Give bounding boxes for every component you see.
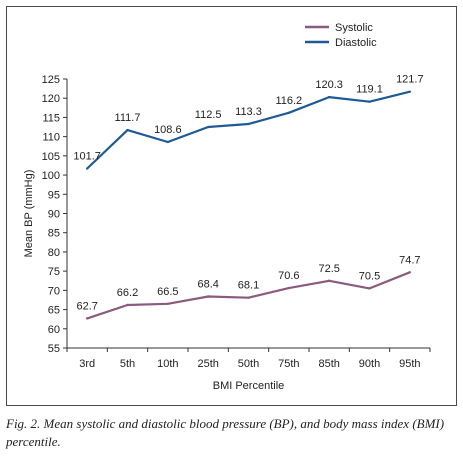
- diastolic-data-point: [86, 167, 88, 169]
- diastolic-data-point: [126, 129, 128, 131]
- legend-systolic-label: Systolic: [335, 22, 373, 34]
- y-tick-label: 125: [42, 74, 60, 86]
- diastolic-data-label: 113.3: [235, 106, 262, 118]
- systolic-data-point: [409, 271, 411, 273]
- diastolic-data-point: [328, 96, 330, 98]
- diastolic-data-label: 120.3: [315, 79, 343, 91]
- x-tick-label: 10th: [157, 358, 178, 370]
- legend-diastolic-label: Diastolic: [335, 37, 377, 49]
- figure-caption: Fig. 2. Mean systolic and diastolic bloo…: [6, 415, 457, 451]
- diastolic-data-point: [167, 141, 169, 143]
- y-tick-label: 95: [48, 189, 60, 201]
- diastolic-data-point: [368, 100, 370, 102]
- systolic-data-point: [126, 304, 128, 306]
- diastolic-data-label: 116.2: [275, 95, 302, 107]
- diastolic-data-label: 112.5: [195, 109, 222, 121]
- y-tick-label: 75: [48, 266, 60, 278]
- systolic-data-point: [86, 317, 88, 319]
- systolic-data-point: [247, 296, 249, 298]
- x-axis-title: BMI Percentile: [213, 380, 285, 392]
- x-tick-label: 3rd: [79, 358, 95, 370]
- diastolic-data-label: 121.7: [396, 74, 424, 86]
- x-tick-label: 85th: [318, 358, 339, 370]
- y-tick-label: 65: [48, 305, 60, 317]
- diastolic-series-line: [87, 92, 410, 169]
- y-axis-title: Mean BP (mmHg): [23, 170, 35, 258]
- diastolic-data-label: 108.6: [154, 124, 182, 136]
- y-tick-label: 90: [48, 209, 60, 221]
- systolic-data-point: [368, 287, 370, 289]
- diastolic-data-point: [207, 126, 209, 128]
- diastolic-data-label: 101.7: [73, 151, 101, 163]
- systolic-data-label: 66.2: [117, 287, 138, 299]
- diastolic-data-point: [288, 112, 290, 114]
- y-tick-label: 120: [42, 93, 60, 105]
- y-tick-label: 85: [48, 228, 60, 240]
- systolic-data-point: [328, 280, 330, 282]
- systolic-data-label: 66.5: [157, 286, 178, 298]
- x-tick-label: 75th: [278, 358, 299, 370]
- x-tick-label: 25th: [197, 358, 218, 370]
- systolic-data-label: 68.4: [197, 279, 218, 291]
- systolic-data-label: 72.5: [318, 263, 339, 275]
- x-tick-label: 5th: [120, 358, 135, 370]
- systolic-data-label: 62.7: [76, 300, 97, 312]
- y-tick-label: 60: [48, 324, 60, 336]
- systolic-data-point: [167, 303, 169, 305]
- diastolic-data-label: 119.1: [356, 84, 383, 96]
- x-tick-label: 50th: [238, 358, 259, 370]
- x-tick-label: 90th: [359, 358, 380, 370]
- y-tick-label: 115: [42, 112, 60, 124]
- y-tick-label: 110: [42, 132, 60, 144]
- y-tick-label: 55: [48, 343, 60, 355]
- systolic-data-label: 70.5: [359, 270, 380, 282]
- systolic-data-point: [207, 295, 209, 297]
- y-tick-label: 105: [42, 151, 60, 163]
- systolic-data-label: 68.1: [238, 280, 259, 292]
- diastolic-data-label: 111.7: [115, 112, 141, 124]
- systolic-data-point: [288, 287, 290, 289]
- diastolic-data-point: [247, 123, 249, 125]
- x-tick-label: 95th: [399, 358, 420, 370]
- systolic-data-label: 70.6: [278, 270, 299, 282]
- y-tick-label: 80: [48, 247, 60, 259]
- bp-line-chart: 55 60 65 70 75 80 85 90 95 100 105 110 115 120 125 3rd 5…: [0, 0, 463, 410]
- y-tick-label: 100: [42, 170, 60, 182]
- y-tick-label: 70: [48, 285, 60, 297]
- diastolic-data-point: [409, 90, 411, 92]
- systolic-data-label: 74.7: [399, 254, 420, 266]
